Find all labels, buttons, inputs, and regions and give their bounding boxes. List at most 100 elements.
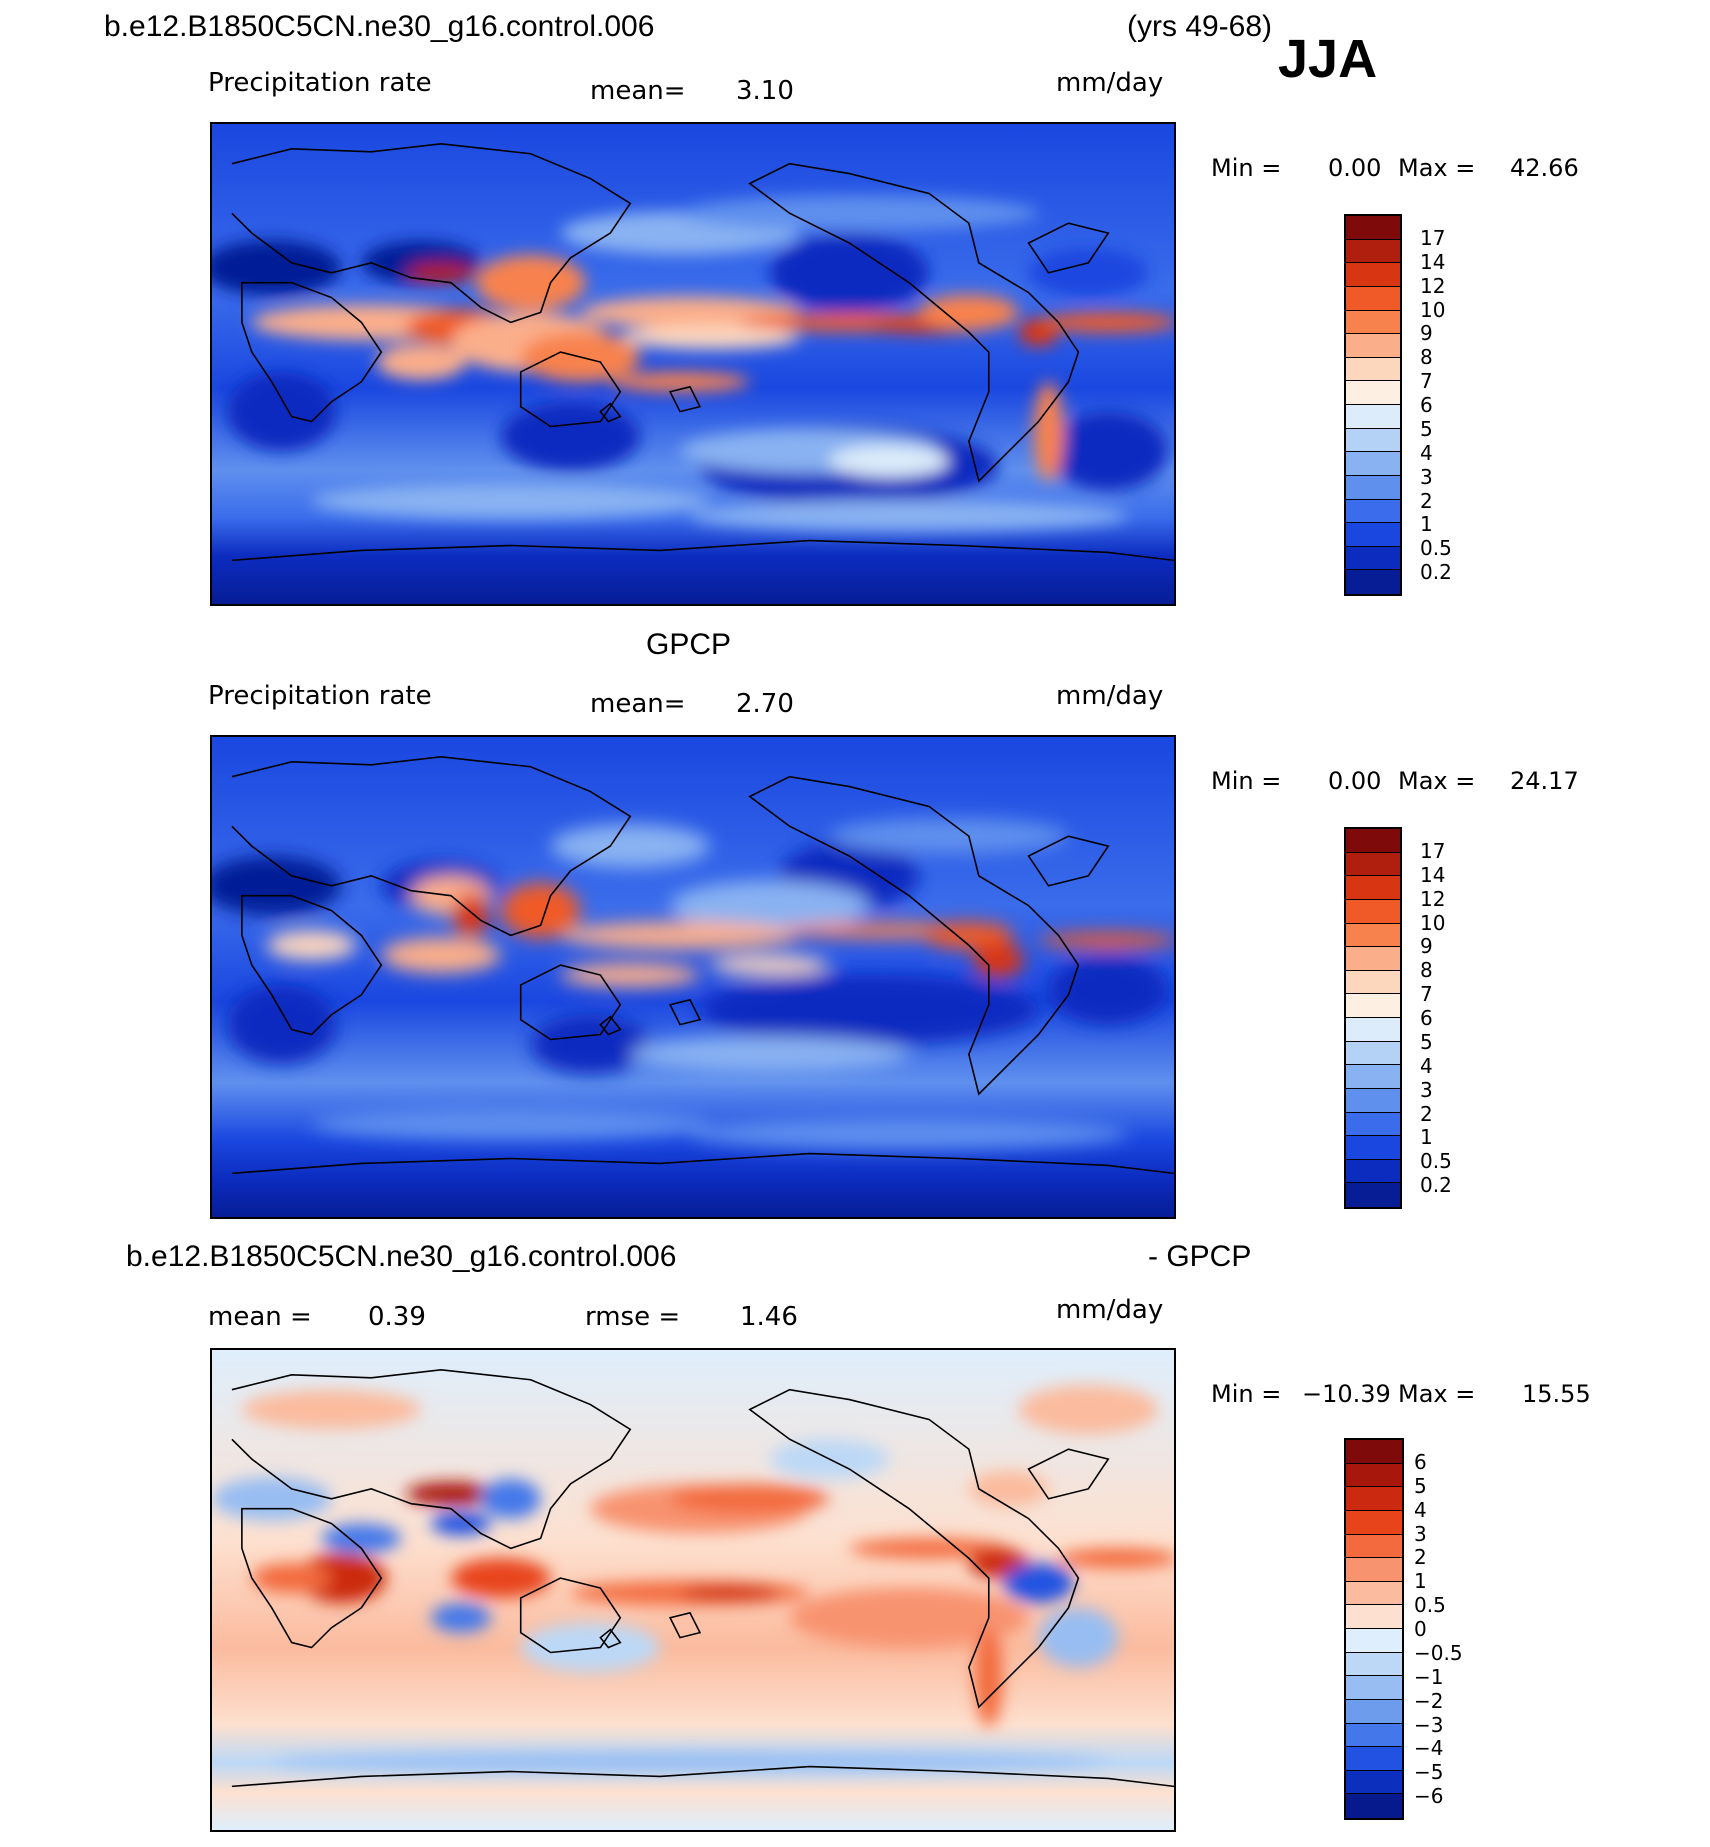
panel1-min-value: 0.00	[1328, 154, 1382, 182]
colorbar-swatch	[1346, 239, 1400, 264]
panel2-max-value: 24.17	[1510, 767, 1579, 795]
colorbar-swatch	[1346, 1605, 1402, 1629]
panel2-colorbar	[1344, 827, 1402, 1209]
panel1-max-label: Max =	[1398, 154, 1476, 182]
colorbar-tick-label: 1	[1420, 1125, 1433, 1150]
colorbar-tick-label: −3	[1414, 1712, 1444, 1737]
panel3-mean-label: mean =	[208, 1302, 312, 1332]
colorbar-swatch	[1346, 970, 1400, 995]
colorbar-tick-label: 14	[1420, 249, 1446, 274]
colorbar-tick-label: 4	[1420, 1053, 1433, 1078]
colorbar-swatch	[1346, 1723, 1402, 1748]
colorbar-swatch	[1346, 1510, 1402, 1535]
panel1-mean-label: mean=	[590, 76, 686, 106]
colorbar-tick-label: 5	[1420, 416, 1433, 441]
colorbar-swatch	[1346, 334, 1400, 358]
colorbar-tick-label: 8	[1420, 958, 1433, 983]
colorbar-tick-label: 0.2	[1420, 1173, 1452, 1198]
colorbar-swatch	[1346, 1440, 1402, 1464]
colorbar-swatch	[1346, 1183, 1400, 1207]
colorbar-swatch	[1346, 829, 1400, 853]
colorbar-tick-label: 17	[1420, 838, 1446, 863]
colorbar-tick-label: 6	[1420, 393, 1433, 417]
colorbar-tick-label: 5	[1420, 1029, 1433, 1054]
colorbar-swatch	[1346, 1581, 1402, 1606]
colorbar-swatch	[1346, 452, 1400, 476]
colorbar-swatch	[1346, 1676, 1402, 1700]
panel1-map	[210, 122, 1176, 606]
colorbar-swatch	[1346, 1770, 1402, 1795]
colorbar-tick-label: 3	[1414, 1521, 1427, 1546]
colorbar-swatch	[1346, 1699, 1402, 1724]
colorbar-swatch	[1346, 1065, 1400, 1089]
colorbar-swatch	[1346, 1463, 1402, 1488]
panel2-min-label: Min =	[1211, 767, 1282, 795]
panel2-max-label: Max =	[1398, 767, 1476, 795]
colorbar-swatch	[1346, 570, 1400, 594]
panel2-map	[210, 735, 1176, 1219]
colorbar-tick-label: −2	[1414, 1688, 1444, 1713]
colorbar-tick-label: 3	[1420, 1077, 1433, 1102]
colorbar-swatch	[1346, 947, 1400, 971]
panel1-max-value: 42.66	[1510, 154, 1579, 182]
colorbar-swatch	[1346, 475, 1400, 500]
colorbar-tick-label: 7	[1420, 369, 1433, 394]
colorbar-tick-label: 0	[1414, 1617, 1427, 1641]
panel3-rmse-label: rmse =	[585, 1302, 681, 1332]
colorbar-tick-label: 7	[1420, 982, 1433, 1007]
colorbar-swatch	[1346, 876, 1400, 900]
colorbar-tick-label: 12	[1420, 886, 1446, 911]
panel3-rmse-value: 1.46	[740, 1302, 798, 1332]
colorbar-swatch	[1346, 523, 1400, 547]
colorbar-swatch	[1346, 1558, 1402, 1582]
panel2-min-value: 0.00	[1328, 767, 1382, 795]
colorbar-swatch	[1346, 1747, 1402, 1771]
panel3-colorbar	[1344, 1438, 1404, 1820]
colorbar-swatch	[1346, 1487, 1402, 1511]
colorbar-swatch	[1346, 405, 1400, 429]
colorbar-swatch	[1346, 1136, 1400, 1160]
colorbar-tick-label: −1	[1414, 1664, 1444, 1689]
colorbar-tick-label: 9	[1420, 321, 1433, 346]
colorbar-tick-label: 2	[1414, 1545, 1427, 1570]
panel2-field	[212, 737, 1174, 1217]
panel1-variable: Precipitation rate	[208, 68, 432, 98]
colorbar-swatch	[1346, 1112, 1400, 1137]
colorbar-swatch	[1346, 1534, 1402, 1559]
colorbar-swatch	[1346, 428, 1400, 453]
colorbar-tick-label: 10	[1420, 297, 1446, 322]
colorbar-tick-label: 1	[1414, 1569, 1427, 1594]
colorbar-swatch	[1346, 1794, 1402, 1818]
colorbar-tick-label: 12	[1420, 273, 1446, 298]
panel2-mean-value: 2.70	[736, 689, 794, 719]
colorbar-tick-label: 2	[1420, 1101, 1433, 1126]
colorbar-tick-label: 17	[1420, 225, 1446, 250]
colorbar-tick-label: −4	[1414, 1736, 1444, 1761]
panel2-mean-label: mean=	[590, 689, 686, 719]
colorbar-tick-label: 1	[1420, 512, 1433, 537]
colorbar-tick-label: 0.5	[1420, 1149, 1452, 1174]
colorbar-swatch	[1346, 216, 1400, 240]
colorbar-swatch	[1346, 286, 1400, 311]
colorbar-tick-label: 5	[1414, 1473, 1427, 1498]
colorbar-swatch	[1346, 852, 1400, 877]
panel3-min-label: Min =	[1211, 1380, 1282, 1408]
season-label: JJA	[1278, 29, 1378, 89]
colorbar-swatch	[1346, 1088, 1400, 1113]
colorbar-tick-label: 3	[1420, 464, 1433, 489]
panel2-title: GPCP	[646, 628, 732, 661]
colorbar-tick-label: 10	[1420, 910, 1446, 935]
colorbar-swatch	[1346, 899, 1400, 924]
panel3-map	[210, 1348, 1176, 1832]
colorbar-swatch	[1346, 357, 1400, 382]
colorbar-tick-label: −0.5	[1414, 1640, 1463, 1665]
colorbar-swatch	[1346, 1041, 1400, 1066]
colorbar-swatch	[1346, 994, 1400, 1018]
panel1-min-label: Min =	[1211, 154, 1282, 182]
colorbar-tick-label: 0.5	[1414, 1593, 1446, 1618]
panel3-title-left: b.e12.B1850C5CN.ne30_g16.control.006	[126, 1240, 677, 1273]
colorbar-swatch	[1346, 1652, 1402, 1677]
panel3-title-right: - GPCP	[1148, 1240, 1252, 1273]
colorbar-tick-label: 0.5	[1420, 536, 1452, 561]
colorbar-swatch	[1346, 263, 1400, 287]
